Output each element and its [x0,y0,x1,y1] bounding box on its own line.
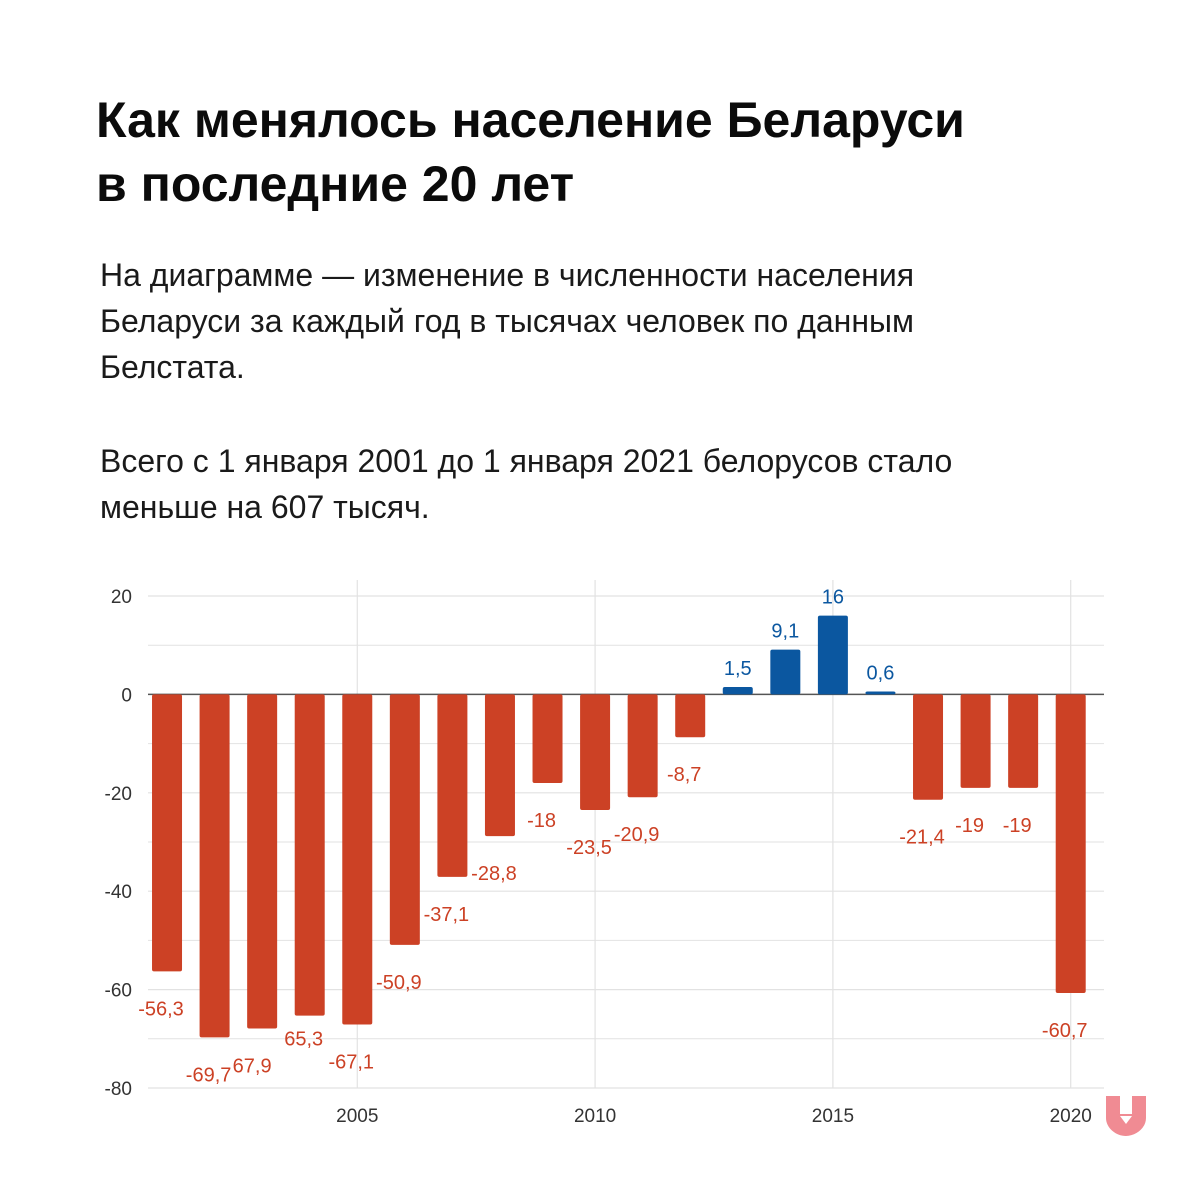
chart-description: На диаграмме — изменение в численности н… [100,252,1120,390]
bar [627,694,658,798]
data-label: -8,7 [667,764,701,786]
heart-down-arrow-icon [1106,1096,1146,1136]
data-labels-layer: -56,3 -69,7 67,9 65,3-67,1 -50,9 -37,1-28,8 -1… [138,587,1087,1087]
data-label: 16 [822,587,844,609]
y-tick-label: -60 [105,981,132,1002]
data-label: -21,4 [899,827,945,849]
x-tick-label: 2020 [1050,1106,1092,1127]
bar [532,694,563,783]
data-label: -56,3 [138,998,184,1020]
data-label: 0,6 [867,662,895,684]
bar [817,615,848,695]
bar [152,694,183,972]
data-label: -69,7 [186,1064,232,1086]
data-label: -19 [955,815,984,837]
bar [770,649,801,695]
bar [484,694,515,837]
data-label: -60,7 [1042,1020,1088,1042]
bar [247,694,278,1029]
x-tick-label: 2005 [336,1106,378,1127]
data-label: 9,1 [771,621,799,643]
bars-layer [152,615,1086,1038]
bar [1055,694,1086,994]
data-label: -67,1 [328,1052,374,1074]
y-tick-labels: 20 0 -20 -40 -60 -80 [105,587,132,1100]
x-tick-label: 2010 [574,1106,616,1127]
data-label: -50,9 [376,972,422,994]
bar [913,694,944,800]
bar [437,694,468,877]
title-line-2: в последние 20 лет [96,156,575,212]
population-change-chart: -56,3 -69,7 67,9 65,3-67,1 -50,9 -37,1-28,8 -1… [105,580,1104,1127]
summary-line-1: Всего с 1 января 2001 до 1 января 2021 б… [100,443,953,479]
bar [389,694,420,945]
bar [675,694,706,738]
description-line-2: Беларуси за каждый год в тысячах человек… [100,303,914,339]
x-tick-labels: 2005 2010 2015 2020 [336,1106,1092,1127]
data-label: 1,5 [724,658,752,680]
bar [580,694,611,811]
bar [960,694,991,788]
description-line-3: Белстата. [100,349,245,385]
bar [342,694,373,1025]
data-label: -37,1 [424,904,470,926]
y-tick-label: -80 [105,1079,132,1100]
logo-shape [1106,1096,1146,1136]
data-label: -20,9 [614,824,660,846]
bar [199,694,230,1038]
summary-text: Всего с 1 января 2001 до 1 января 2021 б… [100,438,1120,530]
description-line-1: На диаграмме — изменение в численности н… [100,257,915,293]
data-label: 65,3 [284,1029,323,1051]
page-title: Как менялось население Беларуси в послед… [96,88,1136,216]
bar [722,687,753,695]
bar [1008,694,1039,788]
data-label: -19 [1003,815,1032,837]
y-tick-label: -20 [105,784,132,805]
y-tick-label: 20 [111,587,132,608]
data-label: 67,9 [233,1055,272,1077]
y-tick-label: -40 [105,882,132,903]
bar [294,694,325,1016]
bar [865,691,896,695]
x-tick-label: 2015 [812,1106,854,1127]
y-tick-label: 0 [121,685,132,706]
title-line-1: Как менялось население Беларуси [96,92,965,148]
data-label: -18 [527,810,556,832]
summary-line-2: меньше на 607 тысяч. [100,489,430,525]
data-label: -28,8 [471,863,517,885]
data-label: -23,5 [566,837,612,859]
